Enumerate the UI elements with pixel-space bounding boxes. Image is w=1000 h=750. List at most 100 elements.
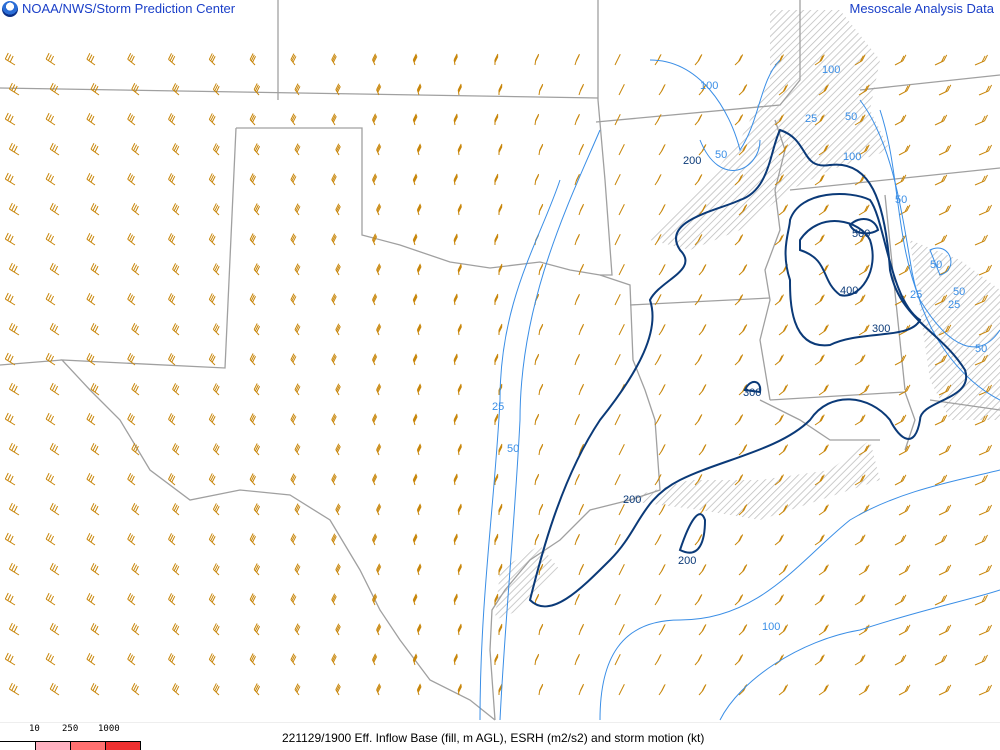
wind-barb	[694, 474, 703, 486]
contour-label: 50	[715, 149, 727, 161]
wind-barb	[376, 623, 382, 636]
wind-barb	[45, 52, 56, 66]
wind-barb	[814, 474, 825, 486]
wind-barb	[614, 594, 621, 606]
wind-barb	[212, 83, 220, 96]
wind-barb	[457, 263, 463, 276]
wind-barb	[654, 54, 662, 66]
wind-barb	[814, 354, 825, 366]
wind-barb	[694, 114, 703, 126]
wind-barb	[331, 293, 337, 306]
wind-barb	[934, 234, 948, 246]
esrh-low-contours	[479, 59, 1000, 721]
wind-barb	[978, 324, 993, 336]
wind-barb	[376, 203, 382, 216]
wind-barb	[172, 563, 180, 576]
wind-barb	[131, 143, 140, 156]
wind-barb	[538, 203, 544, 216]
wind-barb	[778, 564, 789, 576]
wind-barb	[538, 263, 544, 276]
wind-barb	[372, 113, 378, 126]
header-title-left: NOAA/NWS/Storm Prediction Center	[22, 1, 236, 16]
noaa-logo	[2, 1, 18, 17]
wind-barb	[90, 682, 100, 696]
contour-label: 50	[953, 286, 965, 298]
contour-label: 300	[872, 323, 890, 335]
wind-barb	[294, 323, 301, 336]
wind-barb	[249, 413, 256, 426]
wind-barb	[854, 294, 866, 306]
wind-barb	[974, 354, 988, 366]
wind-barb	[208, 593, 216, 606]
wind-barb	[574, 53, 580, 66]
wind-barb	[86, 352, 96, 366]
contour-label: 100	[843, 151, 861, 163]
wind-barb	[654, 654, 662, 666]
wind-barb	[618, 444, 625, 456]
wind-barb	[814, 534, 825, 546]
wind-barb	[331, 113, 337, 126]
header-title-right: Mesoscale Analysis Data	[849, 1, 994, 16]
wind-barb	[894, 174, 907, 186]
wind-barb	[574, 293, 580, 306]
wind-barb	[8, 562, 20, 576]
wind-barb	[618, 264, 625, 276]
wind-barb	[86, 112, 96, 126]
wind-barb	[127, 653, 136, 666]
contour-label: 50	[845, 111, 857, 123]
wind-barb	[290, 173, 297, 186]
wind-barb	[938, 444, 952, 456]
wind-barb	[858, 204, 870, 216]
wind-barb	[86, 232, 96, 246]
wind-barb	[738, 84, 748, 96]
wind-barb	[578, 563, 585, 576]
wind-barb	[168, 473, 176, 486]
wind-barb	[412, 53, 418, 66]
wind-barb	[90, 322, 100, 336]
contour-label: 25	[948, 299, 960, 311]
wind-barb	[90, 562, 100, 576]
wind-barb	[578, 203, 585, 216]
esrh-high-contours	[528, 128, 968, 608]
wind-barb	[654, 474, 662, 486]
wind-barb	[818, 324, 829, 336]
wind-barb	[734, 474, 744, 486]
wind-barb	[335, 443, 341, 456]
wind-barb	[938, 204, 952, 216]
wind-barb	[538, 143, 544, 156]
wind-barb	[294, 203, 301, 216]
wind-barb	[208, 293, 216, 306]
wind-barb	[253, 203, 261, 216]
wind-barb	[974, 534, 988, 546]
wind-barb	[578, 263, 585, 276]
wind-barb	[86, 532, 96, 546]
contour-label: 500	[852, 228, 870, 240]
wind-barb	[335, 503, 341, 516]
wind-barb	[898, 264, 911, 276]
wind-barb	[294, 623, 301, 636]
wind-barb	[858, 384, 870, 396]
wind-barb	[335, 563, 341, 576]
wind-barb	[854, 114, 866, 126]
wind-barb	[854, 474, 866, 486]
wind-barb	[172, 503, 180, 516]
wind-barb	[538, 383, 544, 396]
wind-barb	[376, 683, 382, 696]
wind-barb	[498, 83, 503, 96]
wind-barb	[538, 563, 544, 576]
wind-barb	[127, 533, 136, 546]
wind-barb	[331, 473, 337, 486]
wind-barb	[854, 534, 866, 546]
wind-barb	[578, 143, 585, 156]
wind-barb	[457, 143, 463, 156]
wind-barb	[494, 173, 499, 186]
esrh-300-contour	[784, 193, 922, 347]
wind-barb	[498, 443, 503, 456]
wind-barb	[734, 654, 744, 666]
wind-barb	[978, 684, 993, 696]
wind-barb	[208, 113, 216, 126]
wind-barb	[412, 593, 418, 606]
wind-barb	[658, 144, 666, 156]
wind-barb	[372, 53, 378, 66]
